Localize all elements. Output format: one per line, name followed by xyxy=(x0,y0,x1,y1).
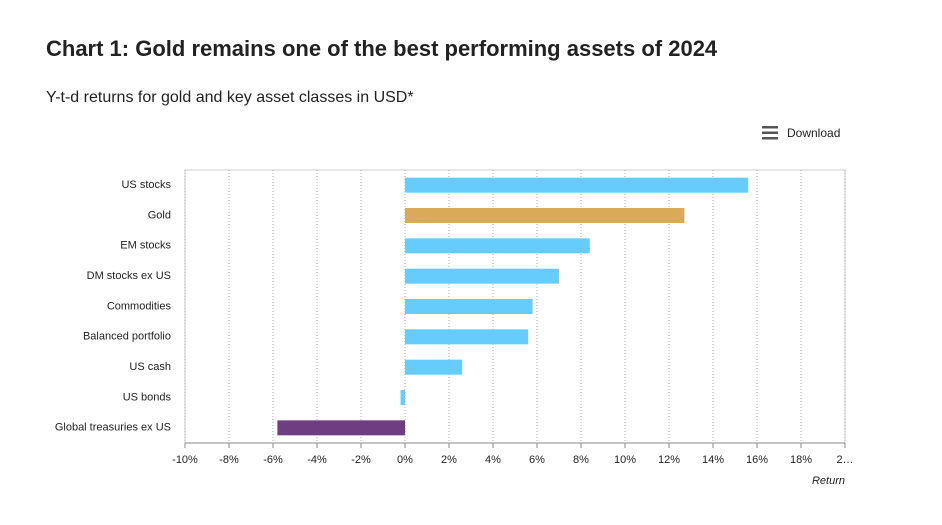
y-tick-label: DM stocks ex US xyxy=(87,270,171,282)
x-tick-label: 16% xyxy=(746,454,768,466)
y-tick-label: Balanced portfolio xyxy=(83,331,171,343)
x-tick-label: 14% xyxy=(702,454,724,466)
bar xyxy=(405,359,463,375)
menu-icon xyxy=(762,137,778,140)
y-tick-label: Global treasuries ex US xyxy=(55,422,171,434)
bar xyxy=(277,420,405,436)
x-tick-label: -4% xyxy=(307,454,327,466)
bar xyxy=(405,238,590,254)
y-tick-label: US bonds xyxy=(123,391,172,403)
download-button[interactable]: Download xyxy=(762,126,840,140)
bar xyxy=(405,177,749,193)
menu-icon xyxy=(762,131,778,134)
x-tick-label: 2% xyxy=(441,454,457,466)
x-tick-label: 0% xyxy=(397,454,413,466)
bar xyxy=(405,208,685,223)
bar xyxy=(405,299,533,314)
x-tick-label: 8% xyxy=(573,454,589,466)
y-tick-label: EM stocks xyxy=(120,240,171,252)
x-tick-label: 10% xyxy=(614,454,636,466)
x-tick-label: -10% xyxy=(172,454,198,466)
download-label[interactable]: Download xyxy=(787,126,840,140)
x-axis-label: Return xyxy=(812,475,845,487)
menu-icon xyxy=(762,126,778,129)
x-tick-label: -6% xyxy=(263,454,283,466)
y-tick-label: US stocks xyxy=(121,179,171,191)
bar xyxy=(400,390,405,405)
y-tick-label: Commodities xyxy=(107,300,172,312)
chart-subtitle: Y-t-d returns for gold and key asset cla… xyxy=(46,89,414,106)
y-tick-label: US cash xyxy=(129,361,171,373)
bar xyxy=(405,329,529,345)
x-tick-label: 6% xyxy=(529,454,545,466)
y-tick-label: Gold xyxy=(148,209,171,221)
x-tick-label: -2% xyxy=(351,454,371,466)
x-tick-label: 12% xyxy=(658,454,680,466)
x-tick-label: 2… xyxy=(836,454,853,466)
chart-title: Chart 1: Gold remains one of the best pe… xyxy=(46,36,718,61)
x-tick-label: 4% xyxy=(485,454,501,466)
x-tick-label: -8% xyxy=(219,454,239,466)
x-tick-label: 18% xyxy=(790,454,812,466)
bar xyxy=(405,268,559,284)
